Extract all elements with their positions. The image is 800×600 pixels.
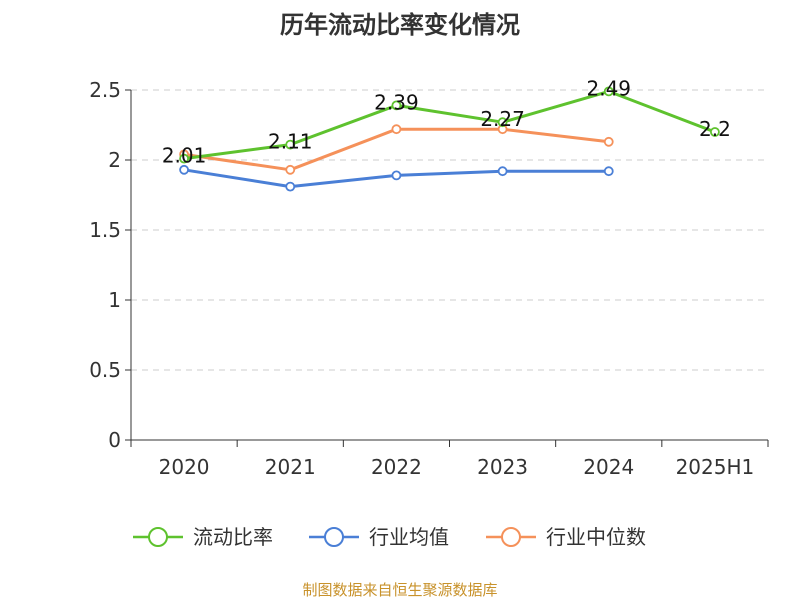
legend-marker — [324, 527, 344, 547]
y-tick-label: 2.5 — [89, 78, 121, 102]
data-point[interactable] — [497, 166, 508, 177]
gridlines — [131, 89, 768, 371]
chart-title: 历年流动比率变化情况 — [280, 11, 520, 39]
data-point[interactable] — [285, 139, 296, 150]
legend-marker — [148, 527, 168, 547]
data-point[interactable] — [391, 124, 402, 135]
legend-item[interactable]: 行业中位数 — [486, 525, 646, 549]
data-point[interactable] — [391, 170, 402, 181]
x-tick-label: 2020 — [159, 455, 210, 479]
y-tick-label: 0 — [108, 428, 121, 452]
y-tick-label: 1 — [108, 288, 121, 312]
legend-marker — [501, 527, 521, 547]
data-point[interactable] — [179, 153, 189, 164]
x-tick-label: 2025H1 — [676, 455, 755, 479]
data-point[interactable] — [285, 164, 296, 175]
data-label: 2.39 — [374, 90, 419, 114]
data-point[interactable] — [603, 86, 614, 97]
data-point[interactable] — [179, 164, 189, 175]
x-tick-label: 2024 — [583, 455, 634, 479]
plot-area — [179, 86, 720, 192]
data-label: 2.2 — [699, 117, 731, 141]
data-point[interactable] — [285, 181, 296, 192]
legend-label: 行业中位数 — [546, 525, 646, 549]
x-tick-label: 2021 — [265, 455, 316, 479]
series-line — [182, 89, 717, 161]
legend[interactable]: 流动比率 行业均值 行业中位数 — [133, 525, 646, 549]
y-tick-label: 0.5 — [89, 358, 121, 382]
data-labels: 2.01 2.11 2.39 2.27 2.49 2.2 — [162, 76, 731, 167]
data-point[interactable] — [603, 136, 614, 147]
data-label: 2.27 — [480, 107, 525, 131]
data-label: 2.11 — [268, 130, 313, 154]
data-point[interactable] — [497, 117, 508, 128]
data-label: 2.01 — [162, 144, 207, 168]
axes: 0 0.5 1 1.5 2 2.5 2020 2021 2022 2023 2024 2025H1 — [89, 78, 769, 479]
footer-source: 制图数据来自恒生聚源数据库 — [302, 581, 497, 599]
data-point[interactable] — [603, 166, 614, 177]
data-label: 2.49 — [586, 76, 631, 100]
x-tick-label: 2023 — [477, 455, 528, 479]
y-tick-label: 1.5 — [89, 218, 121, 242]
x-tick-label: 2022 — [371, 455, 422, 479]
data-point[interactable] — [391, 100, 402, 111]
legend-label: 行业均值 — [369, 525, 449, 549]
y-tick-label: 2 — [108, 148, 121, 172]
legend-item[interactable]: 行业均值 — [309, 525, 449, 549]
legend-item[interactable]: 流动比率 — [133, 525, 273, 549]
data-point[interactable] — [710, 127, 720, 137]
legend-label: 流动比率 — [193, 525, 273, 549]
